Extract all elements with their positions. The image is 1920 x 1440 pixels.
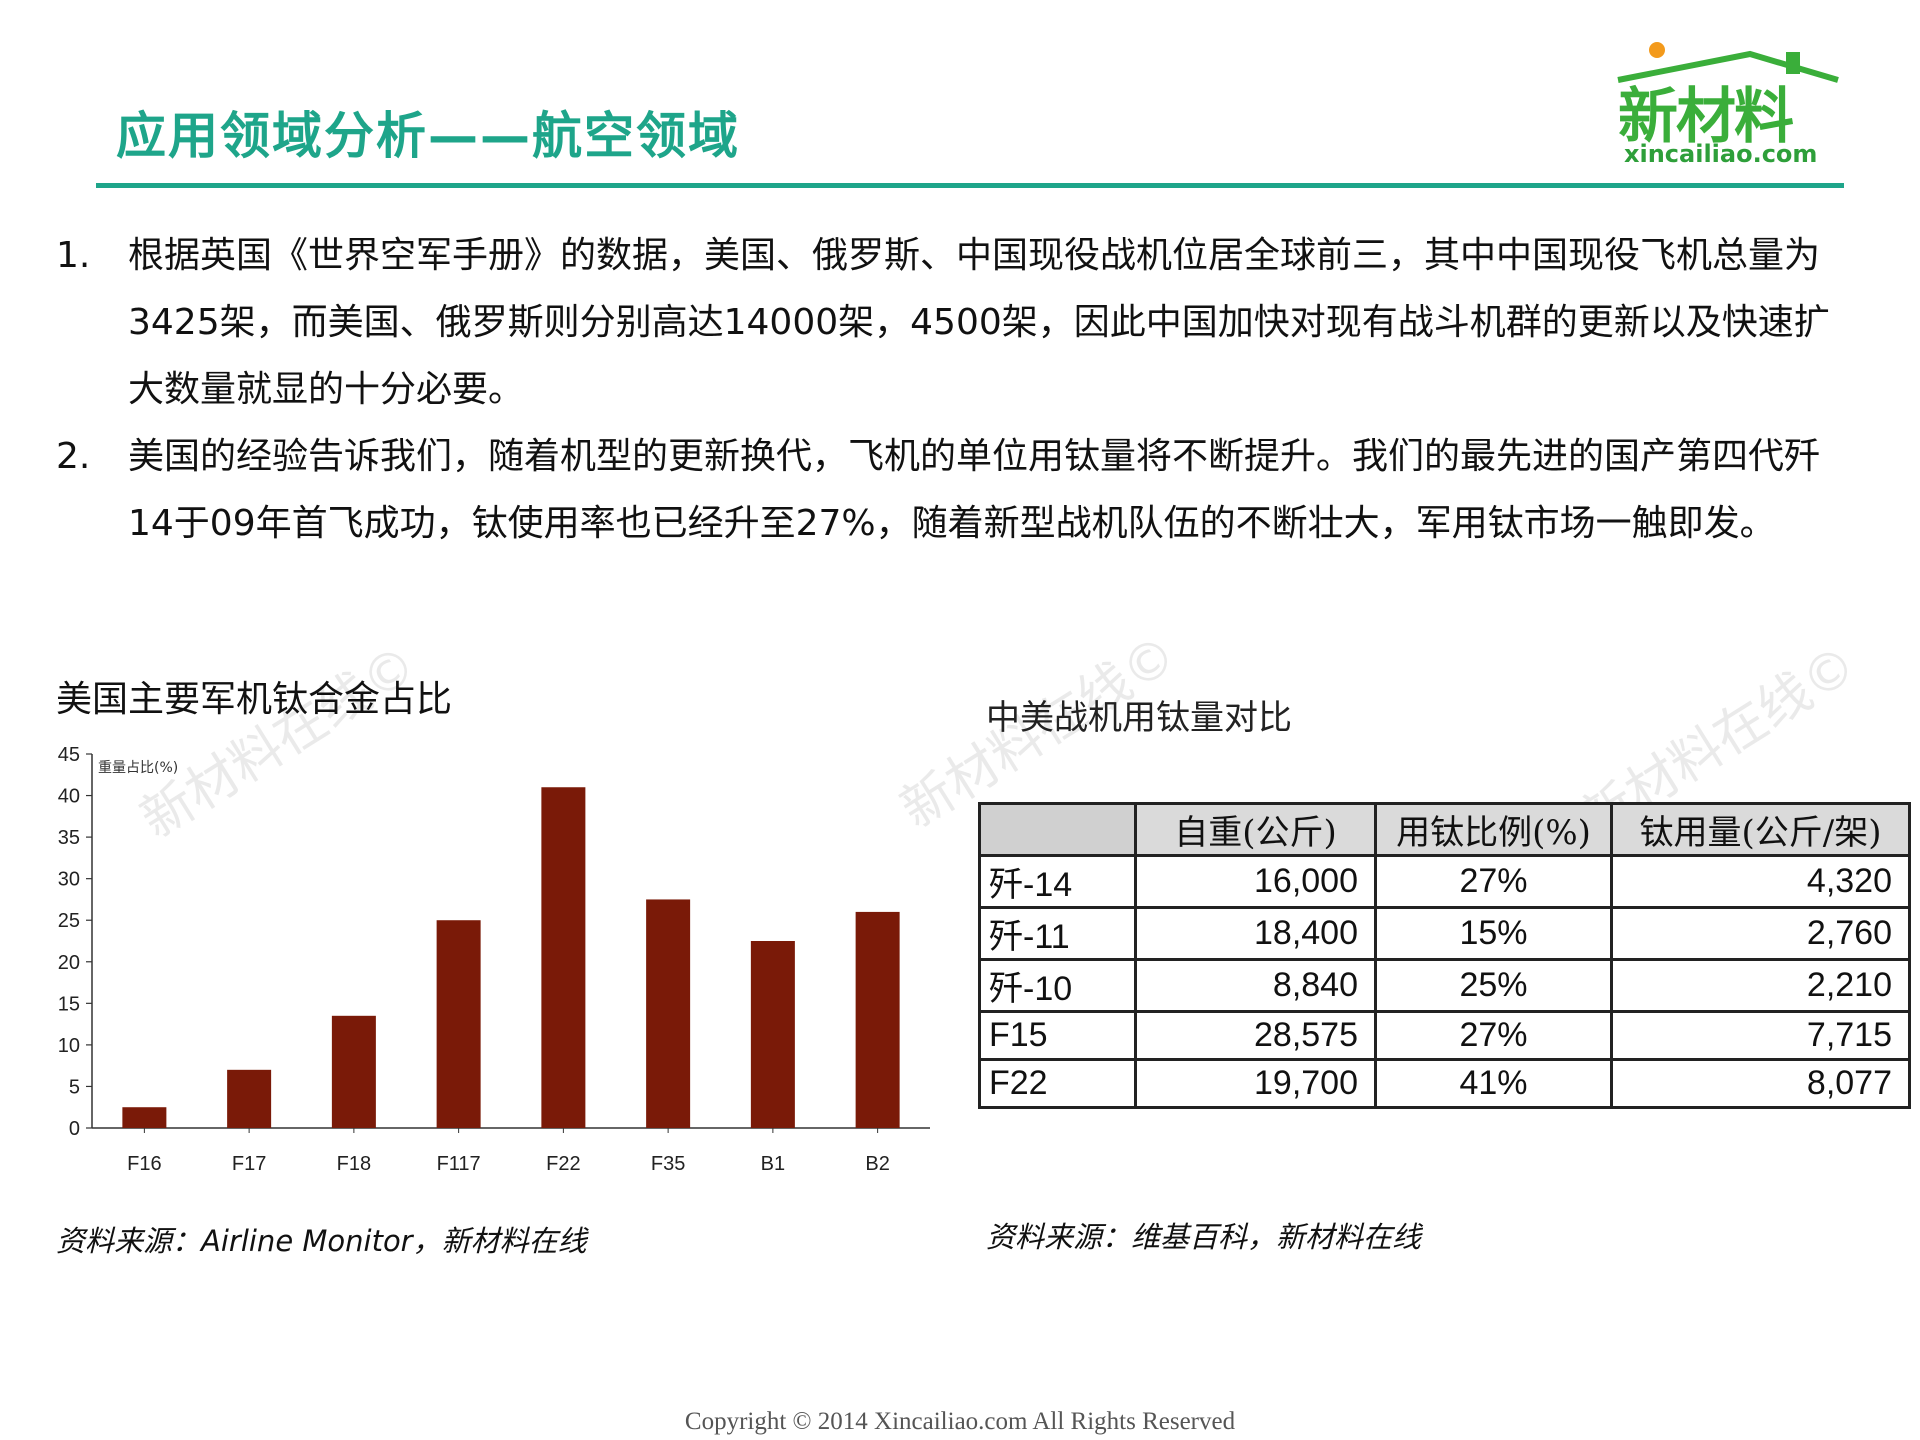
chart-source: 资料来源：Airline Monitor，新材料在线 — [56, 1224, 587, 1258]
table-header-cell — [978, 802, 1137, 857]
table-source: 资料来源：维基百科，新材料在线 — [986, 1220, 1422, 1254]
y-axis-label: 重量占比(%) — [98, 760, 178, 776]
y-tick-label: 15 — [58, 993, 80, 1015]
table-cell: 歼-14 — [978, 854, 1137, 909]
x-tick-label: B2 — [865, 1153, 889, 1175]
table-cell: 19,700 — [1134, 1058, 1377, 1109]
table-row: F15 28,575 27% 7,715 — [978, 1010, 1911, 1061]
logo-url: xincailiao.com — [1624, 140, 1818, 168]
table-cell: 2,760 — [1610, 906, 1911, 961]
y-tick-label: 35 — [58, 827, 80, 849]
table-cell: 18,400 — [1134, 906, 1377, 961]
table-cell: 歼-11 — [978, 906, 1137, 961]
table-row: 歼-11 18,400 15% 2,760 — [978, 906, 1911, 961]
table-header-cell: 钛用量(公斤/架) — [1610, 802, 1911, 857]
bar-f117 — [436, 920, 481, 1128]
logo-roof-icon — [1617, 42, 1839, 83]
bar-f18 — [331, 1015, 376, 1128]
bullet-text: 美国的经验告诉我们，随着机型的更新换代，飞机的单位用钛量将不断提升。我们的最先进… — [128, 436, 1821, 544]
table-cell: 7,715 — [1610, 1010, 1911, 1061]
y-tick-label: 10 — [58, 1035, 80, 1057]
y-tick-label: 20 — [58, 952, 80, 974]
bar-chart-svg: 0 5 10 15 20 25 30 35 40 45 重量占比(%) F16 F17 F18 F117 F2… — [58, 744, 930, 1175]
table-cell: 歼-10 — [978, 958, 1137, 1013]
y-tick-label: 30 — [58, 869, 80, 891]
y-tick-label: 45 — [58, 744, 80, 766]
copyright-footer: Copyright © 2014 Xincailiao.com All Righ… — [684, 1408, 1236, 1435]
bar-b1 — [750, 941, 795, 1128]
x-tick-label: F117 — [437, 1153, 481, 1175]
y-tick-label: 40 — [58, 786, 80, 808]
x-tick-label: F16 — [127, 1153, 161, 1175]
table-header-cell: 用钛比例(%) — [1374, 802, 1613, 857]
bar-b2 — [855, 911, 900, 1128]
table-cell: 27% — [1374, 1010, 1613, 1061]
y-tick-label: 25 — [58, 910, 80, 932]
bullet-number: 1. — [56, 235, 91, 276]
table-header-cell: 自重(公斤) — [1134, 802, 1377, 857]
table-cell: 25% — [1374, 958, 1613, 1013]
y-tick-label: 0 — [69, 1118, 80, 1140]
title-divider — [96, 183, 1844, 188]
brand-logo: 新材料 xincailiao.com — [1600, 40, 1860, 170]
table-cell: F15 — [978, 1010, 1137, 1061]
chart-title: 美国主要军机钛合金占比 — [56, 679, 453, 720]
bullet-item: 1. 根据英国《世界空军手册》的数据，美国、俄罗斯、中国现役战机位居全球前三，其… — [56, 222, 1856, 423]
table-cell: 15% — [1374, 906, 1613, 961]
bar-f16 — [122, 1107, 167, 1128]
bar-chart: 0 5 10 15 20 25 30 35 40 45 重量占比(%) F16 F17 F18 F117 F2… — [40, 740, 940, 1180]
titanium-table: 自重(公斤) 用钛比例(%) 钛用量(公斤/架) 歼-14 16,000 27%… — [978, 802, 1911, 1109]
x-tick-label: F22 — [546, 1153, 580, 1175]
bullet-item: 2. 美国的经验告诉我们，随着机型的更新换代，飞机的单位用钛量将不断提升。我们的… — [56, 423, 1856, 557]
bar-f35 — [646, 899, 691, 1128]
logo-text: 新材料 — [1618, 82, 1794, 152]
table-title: 中美战机用钛量对比 — [986, 698, 1292, 738]
table-cell: 2,210 — [1610, 958, 1911, 1013]
table-row: 歼-10 8,840 25% 2,210 — [978, 958, 1911, 1013]
table-cell: 28,575 — [1134, 1010, 1377, 1061]
x-tick-label: B1 — [761, 1153, 785, 1175]
table-cell: 16,000 — [1134, 854, 1377, 909]
bullet-text: 根据英国《世界空军手册》的数据，美国、俄罗斯、中国现役战机位居全球前三，其中中国… — [128, 235, 1830, 410]
y-tick-label: 5 — [69, 1076, 80, 1098]
table-cell: 41% — [1374, 1058, 1613, 1109]
table-row: F22 19,700 41% 8,077 — [978, 1058, 1911, 1109]
bullet-number: 2. — [56, 436, 91, 477]
page-title: 应用领域分析——航空领域 — [116, 107, 740, 165]
table-cell: 8,077 — [1610, 1058, 1911, 1109]
x-tick-label: F17 — [232, 1153, 266, 1175]
x-tick-label: F35 — [651, 1153, 685, 1175]
table-header-row: 自重(公斤) 用钛比例(%) 钛用量(公斤/架) — [978, 802, 1911, 857]
bar-f17 — [227, 1069, 272, 1128]
table-cell: 8,840 — [1134, 958, 1377, 1013]
table-cell: F22 — [978, 1058, 1137, 1109]
x-tick-label: F18 — [337, 1153, 371, 1175]
table-cell: 27% — [1374, 854, 1613, 909]
bar-f22 — [541, 787, 586, 1128]
table-row: 歼-14 16,000 27% 4,320 — [978, 854, 1911, 909]
bullet-list: 1. 根据英国《世界空军手册》的数据，美国、俄罗斯、中国现役战机位居全球前三，其… — [56, 222, 1856, 557]
table-cell: 4,320 — [1610, 854, 1911, 909]
